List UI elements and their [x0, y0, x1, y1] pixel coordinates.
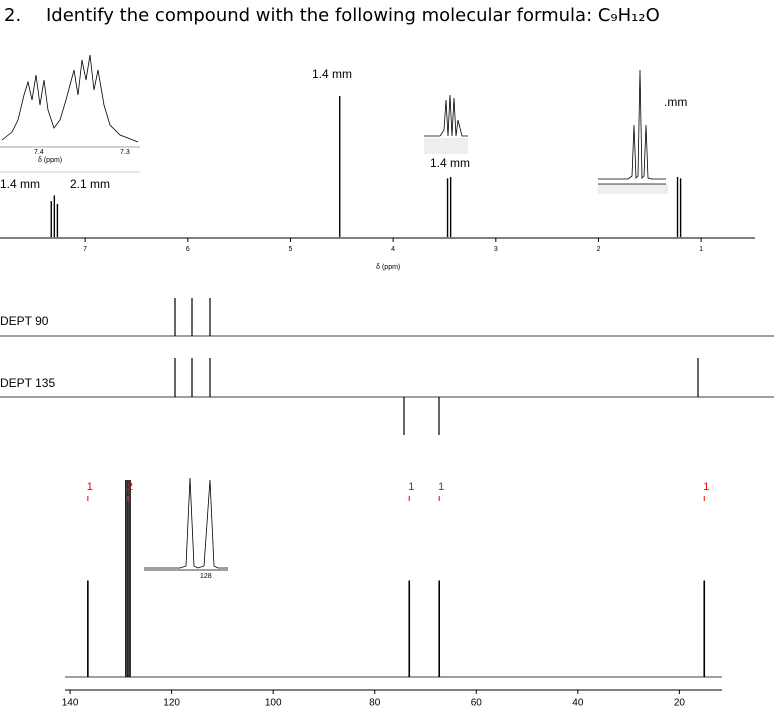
h-inset-doublet	[598, 69, 668, 194]
x-tick-label: 20	[674, 698, 686, 709]
annotation: 1.4 mm	[0, 177, 40, 191]
x-tick-label: 7	[83, 246, 87, 253]
question-text: Identify the compound with the following…	[46, 5, 660, 26]
x-tick-label: 3	[494, 246, 498, 253]
x-tick-label: 140	[62, 698, 79, 709]
dept90-label: DEPT 90	[0, 314, 49, 328]
integral-label: 1	[438, 481, 444, 493]
x-tick-label: 5	[289, 246, 293, 253]
x-axis-label: δ (ppm)	[376, 264, 400, 271]
annotation: 2.1 mm	[70, 177, 110, 191]
h-inset-quartet	[424, 94, 468, 154]
x-tick-label: 1	[699, 246, 703, 253]
annotation: 1.4 mm	[430, 156, 470, 170]
x-tick-label: 6	[186, 246, 190, 253]
x-tick-label: 100	[265, 698, 282, 709]
inset-tick: 7.4	[34, 149, 44, 156]
h-inset-aromatic	[0, 54, 140, 148]
x-tick-label: 60	[471, 698, 483, 709]
integral-label: 1	[703, 481, 709, 493]
annotation: .mm	[664, 95, 687, 109]
x-tick-label: 4	[391, 246, 395, 253]
dept135-label: DEPT 135	[0, 376, 55, 390]
integral-label: 2	[127, 481, 133, 493]
x-tick-label: 2	[597, 246, 601, 253]
inset-xlabel: δ (ppm)	[38, 157, 62, 164]
dept135-trace	[0, 358, 774, 435]
x-tick-label: 40	[572, 698, 584, 709]
integral-label: 1	[408, 481, 414, 493]
x-tick-label: 80	[369, 698, 381, 709]
integral-label: 1	[87, 481, 93, 493]
x-tick-label: 120	[163, 698, 180, 709]
c-inset-tick: 128	[200, 573, 212, 580]
annotation: 1.4 mm	[312, 67, 352, 81]
question-number: 2.	[4, 5, 21, 26]
c-inset	[144, 477, 228, 571]
dept90-trace	[0, 298, 774, 337]
inset-tick: 7.3	[120, 149, 130, 156]
